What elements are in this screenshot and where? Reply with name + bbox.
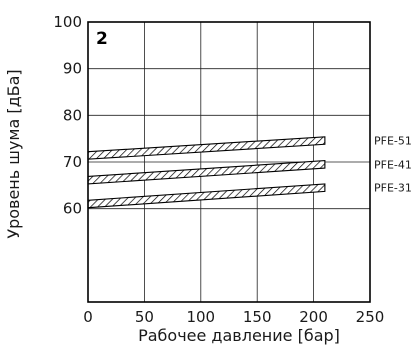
series-band xyxy=(87,136,326,160)
tick-labels: 0 50 100 150 200 250 60 70 80 90 100 xyxy=(53,13,384,326)
y-tick-label: 100 xyxy=(53,13,82,31)
x-axis-title: Рабочее давление [бар] xyxy=(138,326,340,345)
series-label: PFE-51 xyxy=(374,135,412,148)
y-axis-title: Уровень шума [дБа] xyxy=(4,69,23,238)
series-labels: PFE-51 PFE-41 PFE-31 xyxy=(374,135,412,195)
x-tick-label: 150 xyxy=(243,308,272,326)
x-tick-label: 0 xyxy=(83,308,93,326)
x-tick-label: 100 xyxy=(186,308,215,326)
x-tick-label: 50 xyxy=(135,308,154,326)
y-tick-label: 70 xyxy=(63,153,82,171)
plot-frame xyxy=(87,21,371,303)
x-tick-label: 250 xyxy=(356,308,385,326)
y-tick-label: 90 xyxy=(63,60,82,78)
y-tick-label: 80 xyxy=(63,106,82,124)
series-band xyxy=(87,183,326,209)
series-bands xyxy=(87,136,326,209)
grid-layer xyxy=(88,22,370,302)
series-band xyxy=(87,160,326,185)
y-tick-label: 60 xyxy=(63,200,82,218)
series-label: PFE-31 xyxy=(374,182,412,195)
panel-label: 2 xyxy=(96,29,108,49)
x-tick-label: 200 xyxy=(299,308,328,326)
series-label: PFE-41 xyxy=(374,158,412,171)
